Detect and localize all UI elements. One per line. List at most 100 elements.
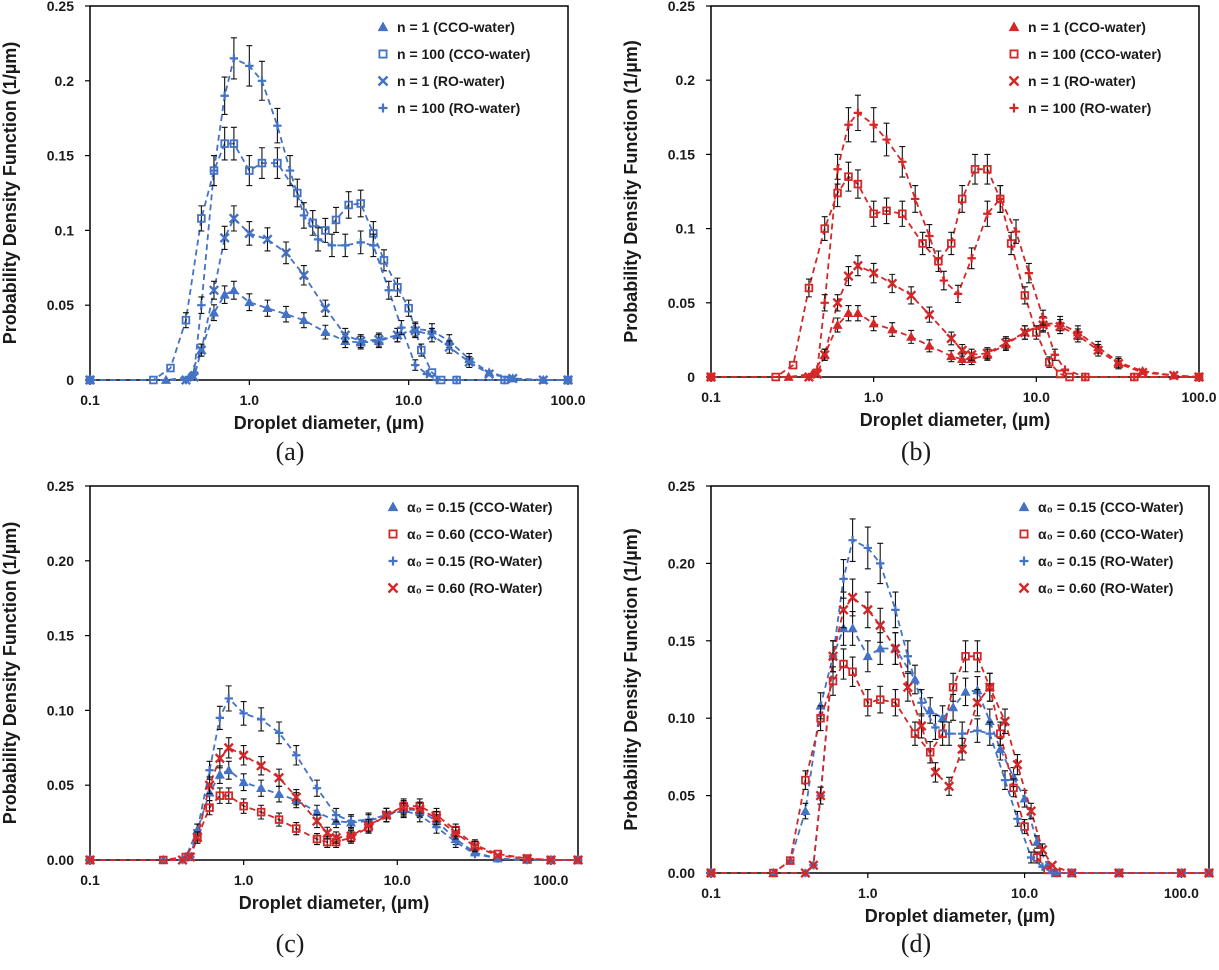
error-bar xyxy=(997,721,1004,746)
data-point xyxy=(417,345,426,355)
legend-marker xyxy=(1008,21,1020,32)
panel-label: (d) xyxy=(901,929,931,958)
data-point xyxy=(220,91,229,100)
data-point xyxy=(298,314,309,325)
data-point xyxy=(431,813,442,824)
x-tick-label: 10.0 xyxy=(395,392,422,408)
data-point xyxy=(876,559,885,568)
error-bar xyxy=(864,689,871,717)
legend-marker xyxy=(388,529,398,539)
data-point xyxy=(852,307,863,318)
x-axis-label: Droplet diameter, (µm) xyxy=(239,893,429,913)
data-point xyxy=(891,698,900,707)
data-point xyxy=(292,751,301,760)
data-point xyxy=(538,374,549,386)
error-bar xyxy=(274,147,281,179)
data-point xyxy=(414,804,425,815)
y-tick-label: 0.05 xyxy=(668,295,695,311)
data-point xyxy=(256,807,266,817)
data-point xyxy=(274,788,285,799)
error-bar xyxy=(294,178,301,208)
data-point xyxy=(1081,372,1090,382)
data-point xyxy=(852,260,863,271)
y-tick-label: 0.1 xyxy=(676,221,696,237)
legend-label: n = 100 (RO-water) xyxy=(397,100,520,116)
data-point xyxy=(972,697,983,708)
legend-marker xyxy=(387,582,399,594)
series-fit-line xyxy=(90,216,568,381)
error-bar xyxy=(962,640,969,673)
x-tick-label: 1.0 xyxy=(858,885,878,901)
data-point xyxy=(844,172,853,181)
data-point xyxy=(345,831,357,842)
error-bar xyxy=(805,278,812,298)
legend-label: α₀ = 0.15 (CCO-Water) xyxy=(407,499,552,515)
error-bar xyxy=(877,685,884,714)
legend-marker xyxy=(388,556,398,566)
data-point xyxy=(166,363,175,373)
error-bar xyxy=(394,277,401,297)
data-point xyxy=(875,643,886,653)
error-bar xyxy=(984,153,991,185)
data-point xyxy=(839,659,848,669)
data-point xyxy=(299,211,309,220)
y-tick-label: 0.15 xyxy=(47,148,74,164)
data-point xyxy=(925,231,934,241)
data-point xyxy=(311,816,323,827)
error-bar xyxy=(845,161,852,192)
data-point xyxy=(346,816,356,826)
data-point xyxy=(205,803,214,812)
data-point xyxy=(785,856,795,865)
data-point xyxy=(229,139,239,148)
data-point xyxy=(853,179,863,189)
error-bar xyxy=(276,812,283,827)
series-square xyxy=(706,640,1214,878)
series-x xyxy=(705,578,1215,879)
data-point xyxy=(995,743,1006,754)
legend-marker xyxy=(1018,582,1030,594)
data-point xyxy=(159,855,168,865)
legend-label: α₀ = 0.15 (RO-Water) xyxy=(407,553,542,569)
data-point xyxy=(832,297,843,308)
data-point xyxy=(948,702,959,712)
data-point xyxy=(1203,867,1215,879)
y-axis-label: Probability Density Function (1/µm) xyxy=(621,40,641,342)
x-tick-label: 0.1 xyxy=(80,872,100,888)
data-point xyxy=(327,241,337,250)
data-point xyxy=(492,850,503,861)
y-tick-label: 0 xyxy=(687,369,695,385)
y-axis-label: Probability Density Function (1/µm) xyxy=(621,528,641,830)
data-point xyxy=(800,867,811,879)
data-point xyxy=(890,643,901,654)
data-point xyxy=(256,782,267,793)
data-point xyxy=(882,206,891,216)
data-point xyxy=(985,729,995,738)
data-point xyxy=(1011,227,1021,236)
error-bar xyxy=(899,200,906,227)
error-bar xyxy=(802,770,809,790)
data-point xyxy=(1168,370,1179,381)
data-point xyxy=(917,698,926,707)
data-point xyxy=(868,318,879,328)
data-point xyxy=(957,729,967,738)
series-fit-line xyxy=(711,596,1209,874)
data-point xyxy=(450,828,461,839)
data-point xyxy=(939,276,949,285)
data-point xyxy=(427,368,437,377)
series-fit-line xyxy=(90,142,568,381)
data-point xyxy=(973,726,982,735)
error-bar xyxy=(948,231,955,256)
data-point xyxy=(957,345,968,356)
data-point xyxy=(882,135,891,144)
data-point xyxy=(1047,860,1058,871)
series-square xyxy=(706,153,1204,382)
error-bar xyxy=(959,185,966,213)
error-bar xyxy=(911,721,918,746)
data-point xyxy=(848,667,857,677)
data-point xyxy=(902,682,913,693)
x-tick-label: 0.1 xyxy=(701,389,721,405)
data-point xyxy=(706,372,716,382)
data-point xyxy=(1020,822,1029,831)
data-point xyxy=(1038,862,1047,872)
panel-label: (b) xyxy=(901,437,931,466)
